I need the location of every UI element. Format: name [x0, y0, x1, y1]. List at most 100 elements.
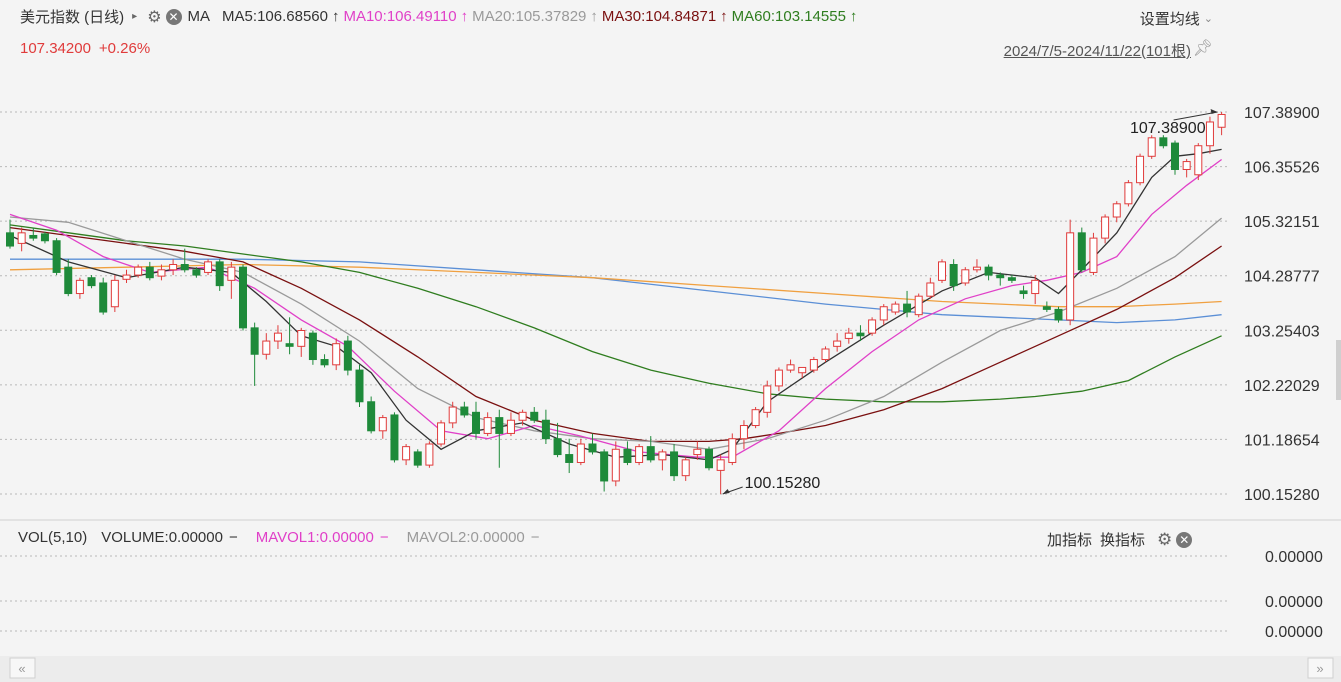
candle-down [413, 451, 422, 466]
candle-down [87, 277, 96, 287]
scroll-left-button[interactable] [9, 657, 36, 679]
candle-down [320, 359, 329, 366]
candle-up [1147, 137, 1156, 157]
candle-up [1089, 237, 1098, 273]
candle-up [157, 269, 166, 277]
ma30-label: MA30: [601, 8, 646, 25]
double-chevron-left-icon: « [18, 661, 25, 676]
ma10-value: 106.49110 [386, 8, 457, 25]
candle-up [658, 451, 667, 461]
candle-up [576, 443, 585, 463]
candle-down [64, 266, 73, 295]
mavol2-legend-dash: − [530, 529, 540, 546]
candlesticks [6, 112, 1226, 495]
candle-down [705, 448, 713, 469]
moving-average-lines [9, 148, 1223, 461]
ma20-arrow: ↑ [590, 8, 598, 25]
triangle-right-icon[interactable]: ▸ [132, 11, 138, 22]
candle-down [856, 332, 865, 337]
price-tick-label: 100.15280 [1244, 487, 1320, 504]
ma60-line [9, 224, 1222, 403]
candle-up [134, 266, 143, 276]
candle-up [448, 406, 457, 424]
ma20-line [9, 216, 1223, 450]
candle-up [262, 340, 271, 355]
candle-down [553, 438, 562, 456]
pin-icon[interactable]: 📌︎ [1192, 40, 1213, 57]
candle-down [903, 303, 912, 313]
candle-up [739, 425, 748, 440]
candle-up [1066, 232, 1075, 321]
ma-settings-label: 设置均线 [1139, 11, 1200, 28]
candle-down [984, 266, 993, 276]
candle-up [681, 459, 690, 477]
double-chevron-right-icon: » [1316, 661, 1323, 676]
candle-up [1182, 161, 1191, 170]
price-axis: 107.38900 106.35526 105.32151 104.28777 103.… [1244, 105, 1320, 504]
close-icon[interactable]: ✕ [165, 8, 182, 25]
candle-down [285, 343, 294, 347]
resize-handle[interactable] [1336, 340, 1341, 400]
candle-up [809, 359, 818, 371]
ma60-arrow: ↑ [849, 8, 858, 25]
candle-up [926, 282, 935, 297]
switch-indicator-button[interactable]: 换指标 [1100, 532, 1146, 549]
candle-up [518, 411, 527, 421]
candle-up [273, 332, 282, 342]
price-readout: 107.34200 +0.26% [20, 40, 150, 57]
scroll-bar[interactable] [0, 656, 1341, 682]
candle-down [250, 327, 259, 355]
gear-icon[interactable]: ⚙ [147, 8, 162, 26]
price-tick-label: 104.28777 [1244, 269, 1320, 286]
mavol1-value: MAVOL1:0.00000 [255, 529, 374, 546]
indicator-buttons: 加指标 换指标 ⚙ ✕ [1047, 529, 1193, 550]
ma60-value: 103.14555 [775, 8, 846, 25]
close-icon[interactable]: ✕ [1176, 531, 1193, 548]
candle-down [1054, 308, 1063, 321]
add-indicator-button[interactable]: 加指标 [1047, 532, 1093, 549]
candle-up [1031, 279, 1040, 295]
candle-up [774, 369, 783, 387]
candle-up [110, 279, 119, 308]
date-range[interactable]: 2024/7/5-2024/11/22(101根) [1004, 40, 1191, 61]
candle-down [646, 446, 655, 461]
candle-up [914, 295, 923, 316]
indicator-name: MA [187, 8, 211, 25]
candle-up [728, 438, 737, 463]
ma20-value: 105.37829 [515, 8, 587, 25]
scroll-right-button[interactable] [1307, 657, 1334, 679]
candle-down [600, 451, 609, 482]
last-price: 107.34200 [20, 40, 91, 57]
ma10-label: MA10: [343, 8, 387, 25]
price-tick-label: 107.38900 [1244, 105, 1320, 122]
candle-up [1205, 121, 1214, 147]
gear-icon[interactable]: ⚙ [1157, 529, 1173, 549]
candle-up [961, 269, 970, 284]
candle-down [996, 274, 1005, 279]
candle-down [530, 411, 539, 421]
candle-down [99, 282, 108, 313]
ma-settings-button[interactable]: 设置均线 ⌄ [1140, 8, 1213, 29]
candle-down [40, 233, 49, 242]
candle-down [145, 266, 154, 279]
candle-up [938, 261, 946, 281]
candle-up [786, 364, 795, 371]
candle-up [483, 417, 492, 434]
candle-up [972, 266, 981, 271]
ma30-value: 104.84871 [645, 8, 717, 25]
chevron-down-icon: ⌄ [1203, 13, 1213, 25]
candle-up [611, 448, 620, 482]
candle-down [215, 261, 224, 287]
ma30-arrow: ↑ [720, 8, 728, 25]
candle-up [437, 422, 446, 445]
candle-down [180, 264, 189, 271]
high-pointer [1173, 111, 1218, 121]
mavol1-legend-dash: − [379, 529, 389, 546]
volume-axis: 0.00000 0.00000 0.00000 [1265, 549, 1323, 641]
candle-up [402, 446, 411, 461]
orange-line [9, 263, 1222, 308]
candle-up [891, 303, 900, 313]
candle-up [1194, 145, 1203, 176]
candle-down [541, 419, 550, 440]
